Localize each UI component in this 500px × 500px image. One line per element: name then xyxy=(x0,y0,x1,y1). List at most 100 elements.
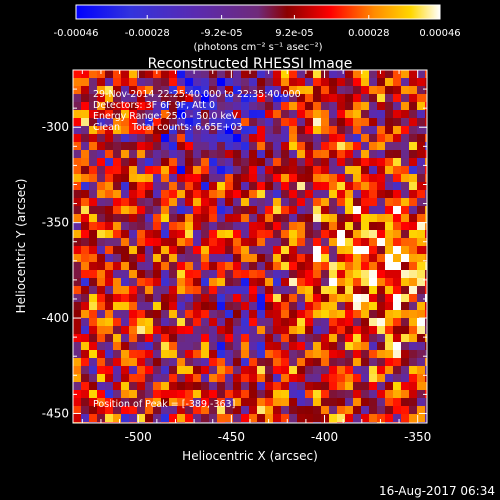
heatmap-cell xyxy=(185,334,193,342)
heatmap-cell xyxy=(409,254,417,262)
heatmap-cell xyxy=(321,230,329,238)
heatmap-cell xyxy=(265,270,273,278)
heatmap-cell xyxy=(97,398,105,406)
heatmap-cell xyxy=(297,406,305,414)
heatmap-cell xyxy=(257,246,265,254)
heatmap-cell xyxy=(233,246,241,254)
heatmap-cell xyxy=(161,150,169,158)
heatmap-cell xyxy=(313,142,321,150)
heatmap-cell xyxy=(329,230,337,238)
heatmap-cell xyxy=(369,126,377,134)
heatmap-cell xyxy=(209,230,217,238)
heatmap-cell xyxy=(201,326,209,334)
heatmap-cell xyxy=(337,238,345,246)
heatmap-cell xyxy=(113,246,121,254)
heatmap-cell xyxy=(209,374,217,382)
heatmap-cell xyxy=(409,94,417,102)
heatmap-cell xyxy=(217,326,225,334)
heatmap-cell xyxy=(193,406,201,414)
heatmap-cell xyxy=(353,190,361,198)
heatmap-cell xyxy=(129,182,137,190)
heatmap-cell xyxy=(321,78,329,86)
heatmap-cell xyxy=(313,126,321,134)
heatmap-cell xyxy=(185,190,193,198)
heatmap-cell xyxy=(377,414,385,422)
heatmap-cell xyxy=(97,326,105,334)
heatmap-cell xyxy=(337,166,345,174)
heatmap-cell xyxy=(121,310,129,318)
heatmap-cell xyxy=(361,398,369,406)
heatmap-cell xyxy=(409,142,417,150)
heatmap-cell xyxy=(425,206,427,214)
heatmap-cell xyxy=(201,222,209,230)
heatmap-cell xyxy=(425,406,427,414)
heatmap-cell xyxy=(337,102,345,110)
heatmap-cell xyxy=(121,94,129,102)
heatmap-cell xyxy=(257,86,265,94)
heatmap-cell xyxy=(273,278,281,286)
colorbar-tick-label: 0.00028 xyxy=(348,28,389,39)
heatmap-cell xyxy=(257,350,265,358)
heatmap-cell xyxy=(185,406,193,414)
heatmap-cell xyxy=(233,118,241,126)
heatmap-cell xyxy=(89,238,97,246)
heatmap-cell xyxy=(113,366,121,374)
heatmap-cell xyxy=(129,174,137,182)
heatmap-cell xyxy=(265,94,273,102)
heatmap-cell xyxy=(281,382,289,390)
heatmap-cell xyxy=(313,214,321,222)
heatmap-cell xyxy=(369,374,377,382)
heatmap-cell xyxy=(369,310,377,318)
heatmap-cell xyxy=(129,262,137,270)
heatmap-cell xyxy=(353,414,361,422)
heatmap-cell xyxy=(273,166,281,174)
heatmap-cell xyxy=(361,246,369,254)
heatmap-cell xyxy=(385,262,393,270)
heatmap-cell xyxy=(353,246,361,254)
heatmap-cell xyxy=(297,126,305,134)
heatmap-cell xyxy=(401,382,409,390)
heatmap-cell xyxy=(377,102,385,110)
heatmap-cell xyxy=(353,294,361,302)
heatmap-cell xyxy=(161,158,169,166)
heatmap-cell xyxy=(129,310,137,318)
heatmap-cell xyxy=(353,206,361,214)
heatmap-cell xyxy=(401,70,409,78)
heatmap-cell xyxy=(137,238,145,246)
heatmap-cell xyxy=(345,262,353,270)
heatmap-cell xyxy=(393,206,401,214)
heatmap-cell xyxy=(321,206,329,214)
heatmap-cell xyxy=(209,318,217,326)
heatmap-cell xyxy=(321,238,329,246)
heatmap-cell xyxy=(321,350,329,358)
heatmap-cell xyxy=(193,278,201,286)
heatmap-cell xyxy=(233,86,241,94)
heatmap-cell xyxy=(321,102,329,110)
heatmap-cell xyxy=(233,358,241,366)
heatmap-cell xyxy=(225,182,233,190)
heatmap-cell xyxy=(177,302,185,310)
heatmap-cell xyxy=(337,206,345,214)
heatmap-cell xyxy=(353,126,361,134)
heatmap-cell xyxy=(233,182,241,190)
heatmap-cell xyxy=(73,382,81,390)
heatmap-cell xyxy=(305,102,313,110)
heatmap-cell xyxy=(273,350,281,358)
heatmap-cell xyxy=(361,342,369,350)
heatmap-cell xyxy=(273,198,281,206)
heatmap-cell xyxy=(329,262,337,270)
heatmap-cell xyxy=(313,110,321,118)
heatmap-cell xyxy=(193,206,201,214)
heatmap-cell xyxy=(161,398,169,406)
heatmap-cell xyxy=(113,94,121,102)
annotation-energy-range: Energy Range: 25.0 - 50.0 keV xyxy=(93,111,238,122)
heatmap-cell xyxy=(353,118,361,126)
heatmap-cell xyxy=(233,406,241,414)
heatmap-cell xyxy=(105,270,113,278)
heatmap-cell xyxy=(241,286,249,294)
heatmap-cell xyxy=(137,270,145,278)
heatmap-cell xyxy=(113,414,121,422)
heatmap-cell xyxy=(225,126,233,134)
heatmap-cell xyxy=(225,118,233,126)
heatmap-cell xyxy=(425,366,427,374)
